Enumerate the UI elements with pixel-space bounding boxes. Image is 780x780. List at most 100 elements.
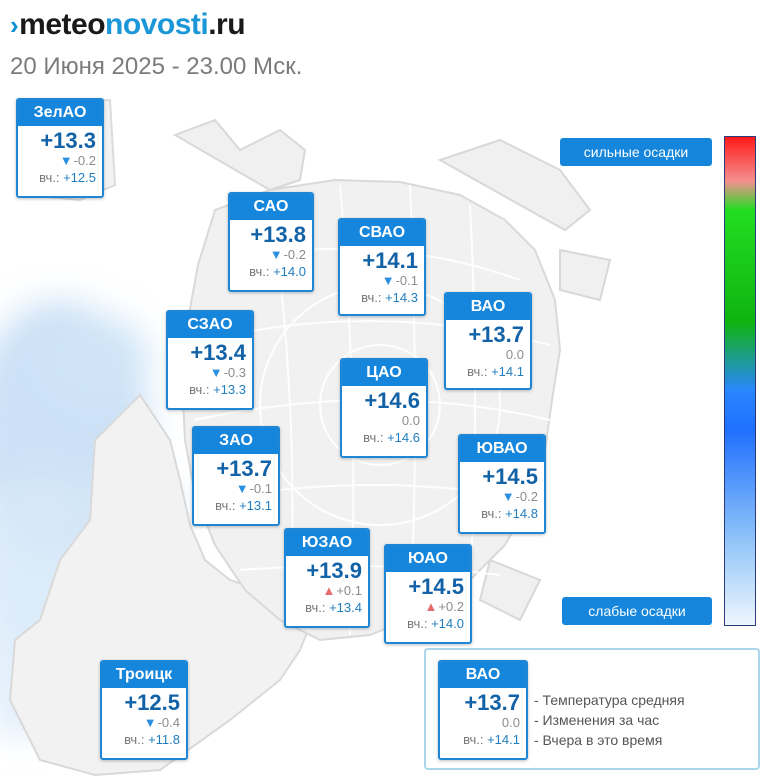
change-value: -0.2	[73, 153, 96, 168]
hourly-change: ▼-0.4	[102, 715, 186, 731]
logo-part-domain: .ru	[208, 8, 246, 41]
temperature-value: +13.7	[468, 322, 524, 347]
trend-arrow-icon: ▲	[424, 599, 438, 614]
district-card-troitsk: Троицк +12.5 ▼-0.4 вч.: +11.8	[100, 660, 188, 760]
district-card-zelao: ЗелАО +13.3 ▼-0.2 вч.: +12.5	[16, 98, 104, 198]
yesterday-row: вч.: +14.0	[230, 263, 312, 281]
yesterday-value: +14.6	[387, 430, 420, 445]
yesterday-row: вч.: +13.1	[194, 497, 278, 515]
legend-line-change: - Изменения за час	[534, 712, 660, 728]
yesterday-value: +13.3	[213, 382, 246, 397]
legend-descriptions: - Температура средняя - Изменения за час…	[534, 690, 685, 750]
change-value: +0.2	[438, 599, 464, 614]
new-moscow-outline	[8, 393, 312, 777]
yesterday-row: вч.: +11.8	[102, 731, 186, 749]
district-card-zao: ЗАО +13.7 ▼-0.1 вч.: +13.1	[192, 426, 280, 526]
yesterday-label: вч.:	[249, 264, 270, 279]
trend-arrow-icon: ▼	[59, 153, 73, 168]
trend-arrow-icon: ▲	[322, 583, 336, 598]
yesterday-row: вч.: +14.0	[386, 615, 470, 633]
change-value: -0.4	[157, 715, 180, 730]
temperature-value: +14.5	[408, 574, 464, 599]
temperature-value: +13.7	[216, 456, 272, 481]
logo-mark: ›	[10, 10, 19, 40]
legend-line-yesterday: - Вчера в это время	[534, 732, 663, 748]
yesterday-value: +11.8	[148, 732, 180, 747]
yesterday-row: вч.: +14.6	[342, 429, 426, 447]
district-name: САО	[230, 194, 312, 220]
hourly-change: ▲+0.2	[386, 599, 470, 615]
yesterday-value: +13.1	[239, 498, 272, 513]
temperature-value: +14.6	[364, 388, 420, 413]
district-name: СВАО	[340, 220, 424, 246]
yesterday-label: вч.:	[463, 732, 484, 747]
yesterday-value: +14.0	[273, 264, 306, 279]
change-value: 0.0	[501, 715, 520, 730]
temperature-value: +13.9	[306, 558, 362, 583]
legend-line-temperature: - Температура средняя	[534, 692, 685, 708]
trend-arrow-icon: ▼	[143, 715, 157, 730]
site-logo[interactable]: ›meteonovosti.ru	[10, 8, 246, 42]
moscow-outskirts	[172, 118, 612, 622]
scale-bottom-label: слабые осадки	[562, 597, 712, 625]
yesterday-label: вч.:	[39, 170, 60, 185]
yesterday-row: вч.: +14.3	[340, 289, 424, 307]
scale-top-label: сильные осадки	[560, 138, 712, 166]
change-value: -0.3	[223, 365, 246, 380]
change-value: -0.2	[283, 247, 306, 262]
district-card-yuzao: ЮЗАО +13.9 ▲+0.1 вч.: +13.4	[284, 528, 370, 628]
logo-part-novosti: novosti	[105, 8, 209, 41]
trend-arrow-icon: ▼	[235, 481, 249, 496]
yesterday-label: вч.:	[481, 506, 502, 521]
logo-part-meteo: meteo	[19, 8, 106, 41]
yesterday-value: +12.5	[63, 170, 96, 185]
yesterday-row: вч.: +14.8	[460, 505, 544, 523]
district-card-vao: ВАО +13.7 0.0 вч.: +14.1	[444, 292, 532, 390]
district-name: ЗАО	[194, 428, 278, 454]
hourly-change: 0.0	[342, 413, 426, 429]
hourly-change: ▼-0.1	[194, 481, 278, 497]
district-card-yuao: ЮАО +14.5 ▲+0.2 вч.: +14.0	[384, 544, 472, 644]
yesterday-value: +14.1	[491, 364, 524, 379]
change-value: -0.1	[249, 481, 272, 496]
yesterday-row: вч.: +14.1	[440, 731, 526, 749]
district-card-sao: САО +13.8 ▼-0.2 вч.: +14.0	[228, 192, 314, 292]
change-value: 0.0	[401, 413, 420, 428]
district-name: ЗелАО	[18, 100, 102, 126]
temperature-value: +14.1	[362, 248, 418, 273]
hourly-change: ▼-0.3	[168, 365, 252, 381]
change-value: +0.1	[336, 583, 362, 598]
yesterday-label: вч.:	[361, 290, 382, 305]
trend-arrow-icon: ▼	[269, 247, 283, 262]
precipitation-scale-bar	[724, 136, 756, 626]
district-name: ВАО	[440, 662, 526, 688]
hourly-change: ▼-0.2	[460, 489, 544, 505]
temperature-value: +14.5	[482, 464, 538, 489]
yesterday-row: вч.: +14.1	[446, 363, 530, 381]
district-name: ЮВАО	[460, 436, 544, 462]
yesterday-value: +14.3	[385, 290, 418, 305]
yesterday-value: +14.1	[487, 732, 520, 747]
yesterday-label: вч.:	[215, 498, 236, 513]
yesterday-label: вч.:	[189, 382, 210, 397]
district-name: Троицк	[102, 662, 186, 688]
temperature-value: +13.8	[250, 222, 306, 247]
yesterday-label: вч.:	[467, 364, 488, 379]
district-name: ЮАО	[386, 546, 470, 572]
trend-arrow-icon: ▼	[209, 365, 223, 380]
trend-arrow-icon: ▼	[381, 273, 395, 288]
yesterday-row: вч.: +12.5	[18, 169, 102, 187]
legend-sample-card: ВАО +13.7 0.0 вч.: +14.1	[438, 660, 528, 760]
yesterday-value: +14.8	[505, 506, 538, 521]
yesterday-value: +14.0	[431, 616, 464, 631]
temperature-value: +12.5	[124, 690, 180, 715]
yesterday-value: +13.4	[329, 600, 362, 615]
yesterday-row: вч.: +13.3	[168, 381, 252, 399]
yesterday-label: вч.:	[363, 430, 384, 445]
yesterday-label: вч.:	[407, 616, 428, 631]
change-value: -0.1	[395, 273, 418, 288]
trend-arrow-icon: ▼	[501, 489, 515, 504]
hourly-change: ▼-0.2	[230, 247, 312, 263]
hourly-change: ▲+0.1	[286, 583, 368, 599]
district-card-cao: ЦАО +14.6 0.0 вч.: +14.6	[340, 358, 428, 458]
